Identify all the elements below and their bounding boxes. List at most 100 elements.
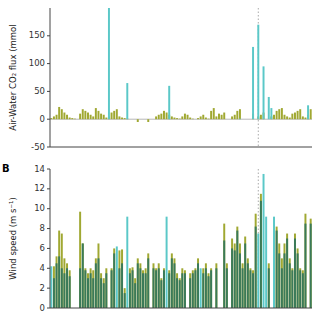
bar: [155, 116, 157, 119]
bar: [155, 270, 157, 308]
bar: [160, 119, 162, 120]
bar: [291, 114, 293, 120]
bar: [179, 119, 181, 120]
bar: [145, 273, 147, 308]
y-tick: [47, 188, 50, 189]
bar: [210, 111, 212, 119]
bar: [105, 268, 107, 308]
y-tick-label: 8: [40, 223, 45, 233]
bar: [132, 270, 134, 308]
bar: [208, 118, 210, 120]
bar: [294, 239, 296, 309]
bar: [210, 268, 212, 308]
y-tick: [47, 308, 50, 309]
bar: [273, 217, 275, 308]
bar: [197, 118, 199, 119]
bar: [260, 201, 262, 308]
bar: [79, 212, 81, 308]
bar: [187, 115, 189, 119]
bar: [284, 253, 286, 308]
bar: [66, 263, 68, 308]
bar: [278, 253, 280, 308]
bar-series: [53, 201, 312, 308]
bar: [278, 119, 280, 120]
bar: [111, 268, 113, 308]
bar: [163, 111, 165, 119]
bar: [215, 119, 217, 120]
bar: [176, 278, 178, 308]
zero-line: [50, 119, 312, 120]
bar: [299, 268, 301, 308]
bar: [142, 119, 144, 120]
bar: [210, 270, 212, 308]
bar: [299, 270, 301, 308]
bar: [155, 268, 157, 308]
bar: [95, 108, 97, 119]
bar: [173, 118, 175, 120]
bar: [236, 231, 238, 308]
bar: [181, 116, 183, 119]
bar: [223, 240, 225, 308]
bar: [129, 119, 131, 120]
bar: [56, 115, 58, 119]
bar: [69, 118, 71, 120]
y-tick-label: 0: [40, 303, 45, 313]
y-tick-label: 12: [34, 183, 45, 193]
y-tick-label: 0: [40, 114, 45, 124]
bar: [126, 217, 128, 308]
bar: [121, 249, 123, 308]
bar: [310, 219, 312, 308]
plot-area: [50, 8, 312, 147]
bar: [50, 118, 52, 119]
bar: [166, 119, 168, 120]
bar: [286, 239, 288, 309]
bar: [63, 273, 65, 308]
bar: [79, 114, 81, 120]
bar: [218, 119, 220, 120]
bar: [111, 270, 113, 308]
bar: [163, 119, 165, 120]
bar: [304, 224, 306, 308]
bar: [247, 263, 249, 308]
bar: [242, 119, 244, 120]
bar: [61, 119, 63, 120]
bar: [304, 118, 306, 120]
bar: [192, 270, 194, 308]
bar: [215, 268, 217, 308]
bar: [158, 119, 160, 120]
bar: [100, 278, 102, 308]
bar: [276, 231, 278, 308]
bar: [121, 118, 123, 120]
bar: [181, 268, 183, 308]
bar: [242, 268, 244, 308]
bar: [205, 263, 207, 308]
bar: [168, 273, 170, 308]
bar: [134, 278, 136, 308]
bar: [231, 248, 233, 308]
bar: [97, 258, 99, 308]
y-tick: [47, 268, 50, 269]
bar: [236, 119, 238, 120]
bar: [252, 270, 254, 308]
bar: [97, 243, 99, 308]
bar: [163, 270, 165, 308]
y-tick-label: 10: [34, 203, 45, 213]
bar: [281, 119, 283, 120]
y-tick: [47, 119, 50, 120]
bar: [150, 119, 152, 120]
bar: [234, 250, 236, 308]
bar: [79, 268, 81, 308]
bar: [281, 258, 283, 308]
bar: [221, 115, 223, 119]
bar-series: [108, 8, 309, 119]
bar: [77, 119, 79, 120]
bar: [276, 227, 278, 308]
bar: [215, 263, 217, 308]
bar: [181, 273, 183, 308]
bar: [87, 113, 89, 120]
bar: [160, 278, 162, 308]
bar: [231, 116, 233, 119]
bar: [268, 268, 270, 308]
bar: [153, 119, 155, 120]
bar: [176, 273, 178, 308]
